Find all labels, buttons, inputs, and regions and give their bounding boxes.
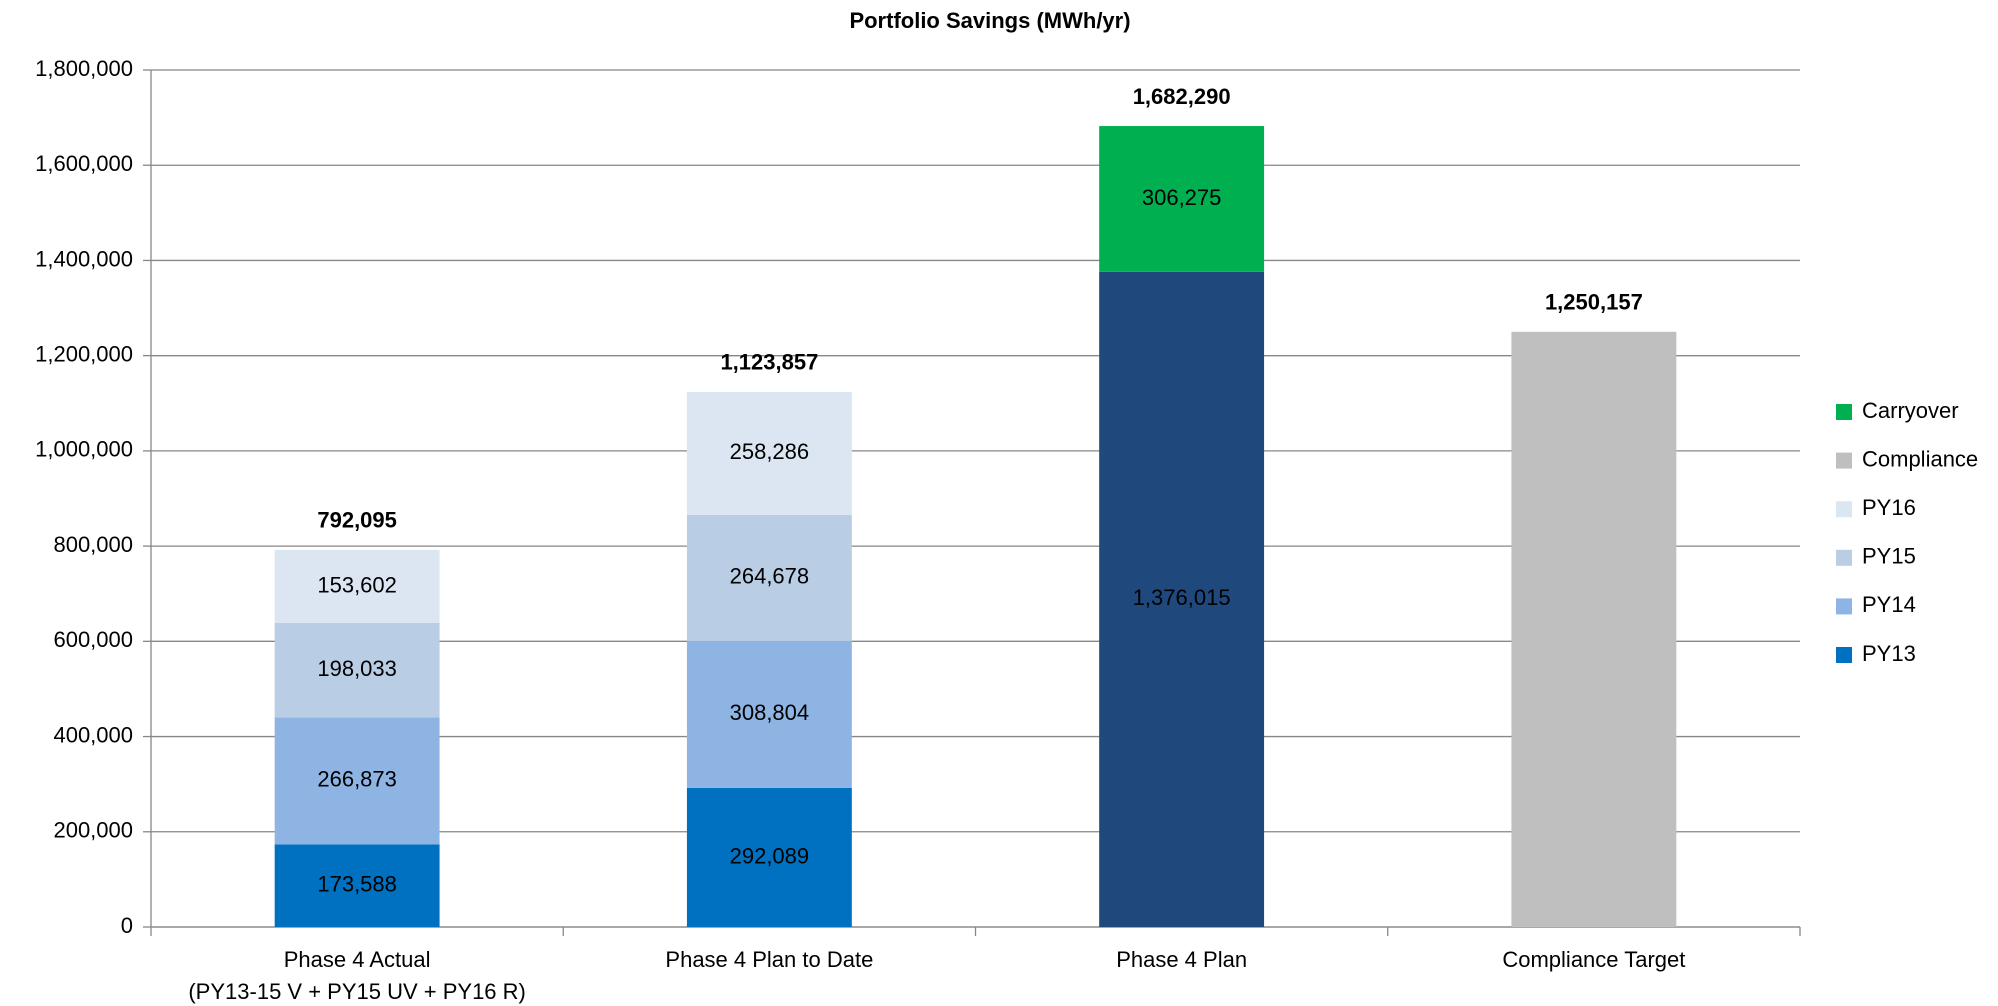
bar-segment	[686, 391, 852, 515]
y-tick-label: 200,000	[53, 818, 133, 843]
total-label: 1,682,290	[1133, 84, 1231, 109]
legend-label: PY13	[1862, 641, 1916, 666]
y-tick-label: 1,800,000	[35, 56, 133, 81]
x-tick-label: Phase 4 Plan	[1116, 947, 1247, 972]
x-tick-label: Phase 4 Plan to Date	[665, 947, 873, 972]
y-tick-label: 600,000	[53, 627, 133, 652]
legend-swatch	[1836, 452, 1852, 469]
bar-segment	[274, 623, 440, 718]
data-label: 173,588	[317, 871, 397, 896]
bar-segment	[1511, 331, 1677, 927]
legend-label: PY14	[1862, 592, 1916, 617]
bar-segment	[686, 514, 852, 641]
y-tick-label: 400,000	[53, 722, 133, 747]
data-label: 198,033	[317, 656, 397, 681]
x-tick-label: Compliance Target	[1502, 947, 1685, 972]
legend-label: PY16	[1862, 495, 1916, 520]
total-label: 1,123,857	[720, 350, 818, 375]
data-label: 258,286	[730, 439, 810, 464]
bar-segment	[274, 717, 440, 845]
bar-segment	[1099, 271, 1265, 927]
data-label: 292,089	[730, 843, 810, 868]
data-label: 306,275	[1142, 185, 1222, 210]
data-label: 264,678	[730, 564, 810, 589]
legend-label: Carryover	[1862, 398, 1959, 423]
x-tick-label: (PY13-15 V + PY15 UV + PY16 R)	[188, 979, 526, 1004]
legend-label: Compliance	[1862, 446, 1978, 471]
bar-segment	[686, 787, 852, 927]
legend-label: PY15	[1862, 544, 1916, 569]
data-label: 308,804	[730, 700, 810, 725]
bar-segment	[1099, 126, 1265, 272]
legend-swatch	[1836, 647, 1852, 663]
legend-swatch	[1836, 404, 1852, 420]
bar-segment	[274, 549, 440, 624]
data-label: 266,873	[317, 767, 397, 792]
total-label: 1,250,157	[1545, 290, 1643, 315]
y-tick-label: 1,600,000	[35, 151, 133, 176]
bar-segment	[686, 640, 852, 788]
y-tick-label: 0	[121, 913, 133, 938]
chart-title: Portfolio Savings (MWh/yr)	[849, 8, 1130, 33]
y-tick-label: 1,200,000	[35, 341, 133, 366]
legend-swatch	[1836, 501, 1852, 518]
legend-swatch	[1836, 549, 1852, 566]
bar-segment	[274, 844, 440, 927]
x-tick-label: Phase 4 Actual	[284, 947, 431, 972]
data-label: 1,376,015	[1133, 585, 1231, 610]
y-tick-label: 1,400,000	[35, 246, 133, 271]
data-label: 153,602	[317, 572, 397, 597]
legend-swatch	[1836, 598, 1852, 615]
total-label: 792,095	[317, 508, 397, 533]
y-tick-label: 1,000,000	[35, 437, 133, 462]
y-tick-label: 800,000	[53, 532, 133, 557]
